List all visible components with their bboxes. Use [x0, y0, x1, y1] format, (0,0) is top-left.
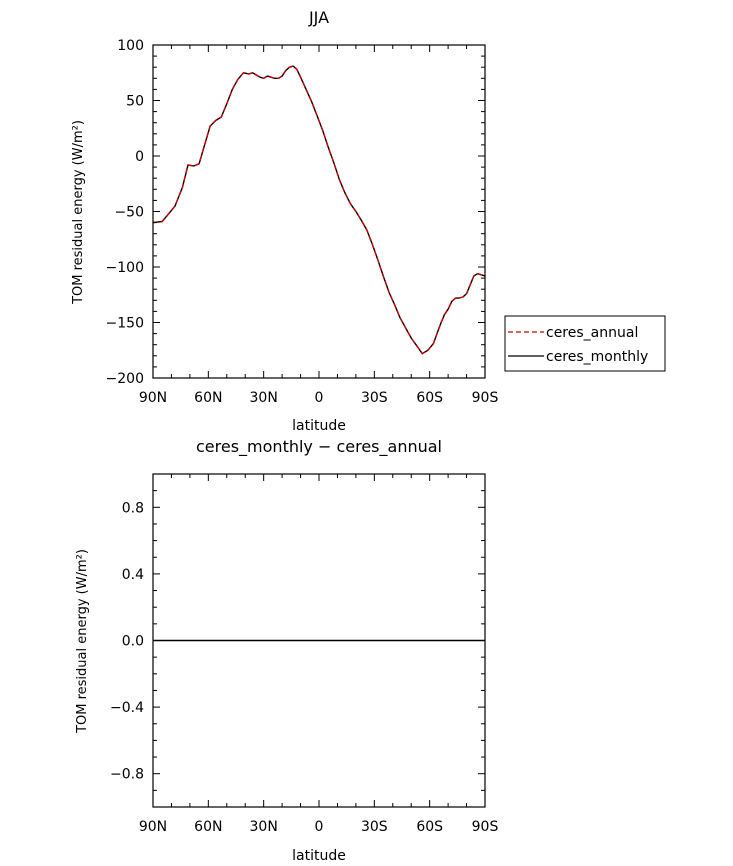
bot-x-tick-label: 90S [472, 819, 499, 835]
top-y-tick-labels: 100 50 0 −50 −100 −150 −200 [106, 38, 144, 387]
legend: ceres_annual ceres_monthly [504, 315, 666, 372]
bottom-y-tick-labels: 0.8 0.4 0.0 −0.4 −0.8 [110, 500, 144, 782]
top-x-tick-label: 90S [472, 390, 499, 406]
top-y-tick-label: −100 [106, 260, 144, 276]
top-y-tick-label: −200 [106, 371, 144, 387]
top-x-axis-label: latitude [292, 418, 346, 434]
top-x-tick-labels: 90N 60N 30N 0 30S 60S 90S [139, 390, 499, 406]
bottom-x-tick-labels: 90N 60N 30N 0 30S 60S 90S [139, 819, 499, 835]
top-x-tick-label: 30N [250, 390, 278, 406]
bottom-panel: ceres_monthly − ceres_annual 0.8 0.4 0.0 −0… [75, 437, 498, 864]
bot-x-tick-label: 0 [315, 819, 324, 835]
legend-box [504, 315, 666, 372]
bot-y-tick-label: −0.8 [110, 767, 144, 783]
bottom-y-axis-label: TOM residual energy (W/m²) [75, 549, 90, 734]
bot-x-tick-label: 30S [361, 819, 388, 835]
top-ticks-group [152, 44, 486, 379]
bot-x-tick-label: 90N [139, 819, 167, 835]
top-y-tick-label: 50 [126, 94, 144, 110]
top-y-tick-label: −150 [106, 316, 144, 332]
bot-x-tick-label: 60N [194, 819, 222, 835]
bot-y-tick-label: 0.8 [122, 500, 144, 516]
bot-y-tick-label: −0.4 [110, 700, 144, 716]
legend-label-ceres-monthly: ceres_monthly [546, 349, 648, 365]
top-plot-frame [152, 44, 486, 379]
top-x-tick-label: 60S [416, 390, 443, 406]
bot-y-tick-label: 0.0 [122, 634, 144, 650]
bottom-plot-frame [152, 473, 486, 808]
top-x-tick-label: 30S [361, 390, 388, 406]
top-x-tick-label: 90N [139, 390, 167, 406]
bot-y-tick-label: 0.4 [122, 567, 144, 583]
top-chart-title: JJA [308, 8, 329, 27]
top-y-tick-label: 100 [117, 38, 144, 54]
top-x-tick-label: 0 [315, 390, 324, 406]
top-y-axis-label: TOM residual energy (W/m²) [71, 120, 86, 305]
bottom-chart-title: ceres_monthly − ceres_annual [196, 437, 442, 457]
bottom-x-axis-label: latitude [292, 848, 346, 864]
bot-x-tick-label: 60S [416, 819, 443, 835]
top-x-tick-label: 60N [194, 390, 222, 406]
legend-label-ceres-annual: ceres_annual [546, 325, 638, 341]
top-y-tick-label: 0 [135, 149, 144, 165]
top-series-line-ceres-annual [152, 65, 486, 355]
top-y-tick-label: −50 [114, 205, 144, 221]
top-panel: JJA 100 50 0 −50 −100 −150 −200 90N 60N 30N 0 30S 6… [71, 8, 498, 434]
top-series-group [152, 65, 486, 355]
bot-x-tick-label: 30N [250, 819, 278, 835]
top-series-line-ceres-monthly [152, 65, 486, 355]
